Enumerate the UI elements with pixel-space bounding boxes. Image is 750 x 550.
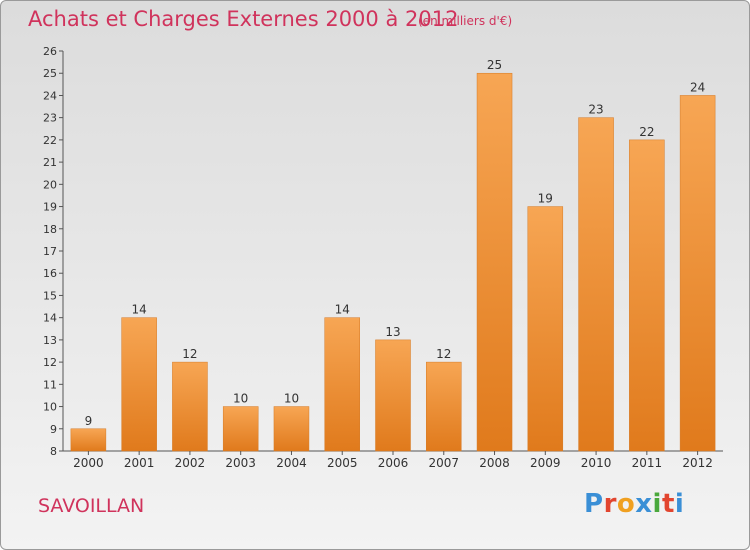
- y-tick-label: 16: [43, 267, 57, 280]
- x-tick-label: 2004: [276, 456, 307, 470]
- y-tick-label: 13: [43, 334, 57, 347]
- x-tick-label: 2001: [124, 456, 155, 470]
- x-tick-label: 2000: [73, 456, 104, 470]
- y-tick-label: 12: [43, 356, 57, 369]
- data-label: 14: [335, 303, 350, 317]
- bar: [679, 95, 716, 452]
- logo-letter: i: [652, 489, 662, 519]
- bar: [578, 117, 614, 452]
- data-label: 13: [385, 325, 400, 339]
- bar: [70, 428, 107, 452]
- data-label: 24: [690, 80, 705, 94]
- y-tick-label: 18: [43, 223, 57, 236]
- y-tick-label: 25: [43, 67, 57, 80]
- logo-letter: i: [674, 489, 685, 519]
- y-tick-label: 20: [43, 178, 57, 191]
- data-label: 12: [436, 347, 451, 361]
- x-tick-label: 2007: [428, 456, 459, 470]
- y-tick-label: 14: [43, 312, 57, 325]
- y-tick-label: 26: [43, 45, 57, 58]
- y-tick-label: 21: [43, 156, 57, 169]
- chart-title: Achats et Charges Externes 2000 à 2012: [28, 7, 459, 31]
- data-label: 10: [284, 392, 299, 406]
- bar: [629, 139, 665, 452]
- data-label: 9: [85, 414, 93, 428]
- y-tick-label: 11: [43, 378, 57, 391]
- logo-letter: t: [661, 489, 675, 519]
- y-tick-label: 15: [43, 289, 57, 302]
- logo-letter: P: [584, 489, 604, 519]
- bar: [172, 361, 208, 452]
- x-tick-label: 2012: [682, 456, 713, 470]
- y-tick-label: 8: [50, 445, 57, 458]
- x-tick-label: 2008: [479, 456, 510, 470]
- bar: [476, 72, 513, 452]
- bar: [527, 206, 564, 452]
- y-tick-label: 19: [43, 201, 57, 214]
- y-tick-label: 17: [43, 245, 57, 258]
- x-tick-label: 2010: [581, 456, 612, 470]
- bar: [426, 361, 462, 452]
- bar: [375, 339, 411, 452]
- logo-letter: r: [603, 489, 617, 519]
- x-tick-label: 2011: [632, 456, 663, 470]
- x-tick-label: 2003: [225, 456, 256, 470]
- y-tick-label: 9: [50, 423, 57, 436]
- logo-letter: x: [635, 489, 653, 519]
- y-tick-label: 23: [43, 112, 57, 125]
- logo-letter: o: [616, 489, 636, 519]
- y-tick-label: 22: [43, 134, 57, 147]
- bar: [324, 317, 360, 452]
- x-tick-label: 2009: [530, 456, 561, 470]
- chart-subtitle: (en milliers d'€): [418, 14, 513, 28]
- data-label: 10: [233, 392, 248, 406]
- proxiti-logo[interactable]: Proxiti: [584, 489, 684, 519]
- data-label: 14: [132, 303, 147, 317]
- bar: [121, 317, 157, 452]
- data-label: 12: [182, 347, 197, 361]
- data-label: 22: [639, 125, 654, 139]
- bar: [222, 406, 259, 452]
- x-tick-label: 2005: [327, 456, 358, 470]
- x-tick-label: 2006: [378, 456, 409, 470]
- commune-name: SAVOILLAN: [38, 495, 145, 517]
- x-tick-label: 2002: [175, 456, 206, 470]
- data-label: 25: [487, 58, 502, 72]
- data-label: 19: [538, 192, 553, 206]
- data-label: 23: [588, 103, 603, 117]
- bar: [273, 406, 310, 452]
- y-tick-label: 10: [43, 401, 57, 414]
- y-tick-label: 24: [43, 89, 57, 102]
